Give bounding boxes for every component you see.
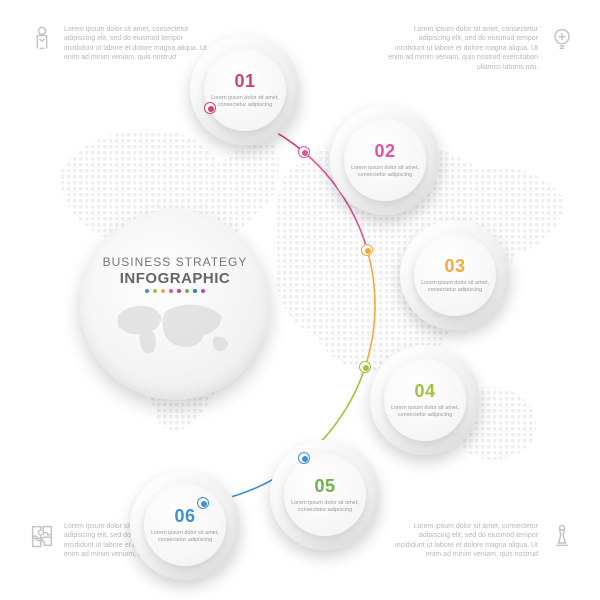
step-inner: 05 Lorem ipsum dolor sit amet, consectet… — [284, 454, 366, 536]
step-text: Lorem ipsum dolor sit amet, consectetur … — [390, 405, 460, 419]
step-circle-04: 04 Lorem ipsum dolor sit amet, consectet… — [370, 345, 480, 455]
step-number: 01 — [234, 71, 255, 92]
lightbulb-icon — [548, 25, 576, 53]
center-dots — [145, 289, 205, 293]
step-number: 06 — [174, 506, 195, 527]
step-circle-02: 02 Lorem ipsum dolor sit amet, consectet… — [330, 105, 440, 215]
center-dot — [145, 289, 149, 293]
arc-marker — [204, 102, 216, 114]
center-dot — [169, 289, 173, 293]
step-text: Lorem ipsum dolor sit amet, consectetur … — [210, 95, 280, 109]
step-text: Lorem ipsum dolor sit amet, consectetur … — [420, 280, 490, 294]
step-inner: 04 Lorem ipsum dolor sit amet, consectet… — [384, 359, 466, 441]
step-number: 05 — [314, 476, 335, 497]
step-number: 04 — [414, 381, 435, 402]
step-text: Lorem ipsum dolor sit amet, consectetur … — [290, 500, 360, 514]
puzzle-icon — [28, 522, 56, 550]
step-circle-06: 06 Lorem ipsum dolor sit amet, consectet… — [130, 470, 240, 580]
step-circle-03: 03 Lorem ipsum dolor sit amet, consectet… — [400, 220, 510, 330]
center-title-1: BUSINESS STRATEGY — [103, 255, 248, 269]
step-inner: 01 Lorem ipsum dolor sit amet, consectet… — [204, 49, 286, 131]
step-circle-05: 05 Lorem ipsum dolor sit amet, consectet… — [270, 440, 380, 550]
center-dot — [177, 289, 181, 293]
center-mini-map — [110, 301, 240, 356]
center-dot — [193, 289, 197, 293]
arc-marker — [197, 497, 209, 509]
center-dot — [153, 289, 157, 293]
arc-marker — [359, 361, 371, 373]
step-circle-01: 01 Lorem ipsum dolor sit amet, consectet… — [190, 35, 300, 145]
step-inner: 06 Lorem ipsum dolor sit amet, consectet… — [144, 484, 226, 566]
center-title-2: INFOGRAPHIC — [120, 270, 231, 287]
arc-segment — [365, 250, 375, 367]
step-text: Lorem ipsum dolor sit amet, consectetur … — [150, 530, 220, 544]
corner-text-tr: Lorem ipsum dolor sit amet, consectetur … — [388, 25, 538, 72]
chess-icon — [548, 522, 576, 550]
center-dot — [161, 289, 165, 293]
center-dot — [185, 289, 189, 293]
arc-marker — [298, 452, 310, 464]
arc-marker — [298, 146, 310, 158]
person-icon — [28, 25, 56, 53]
corner-text-tl: Lorem ipsum dolor sit amet, consectetur … — [64, 25, 214, 63]
step-number: 03 — [444, 256, 465, 277]
step-text: Lorem ipsum dolor sit amet, consectetur … — [350, 165, 420, 179]
step-inner: 03 Lorem ipsum dolor sit amet, consectet… — [414, 234, 496, 316]
step-number: 02 — [374, 141, 395, 162]
step-inner: 02 Lorem ipsum dolor sit amet, consectet… — [344, 119, 426, 201]
center-dot — [201, 289, 205, 293]
center-circle: BUSINESS STRATEGY INFOGRAPHIC — [80, 210, 270, 400]
